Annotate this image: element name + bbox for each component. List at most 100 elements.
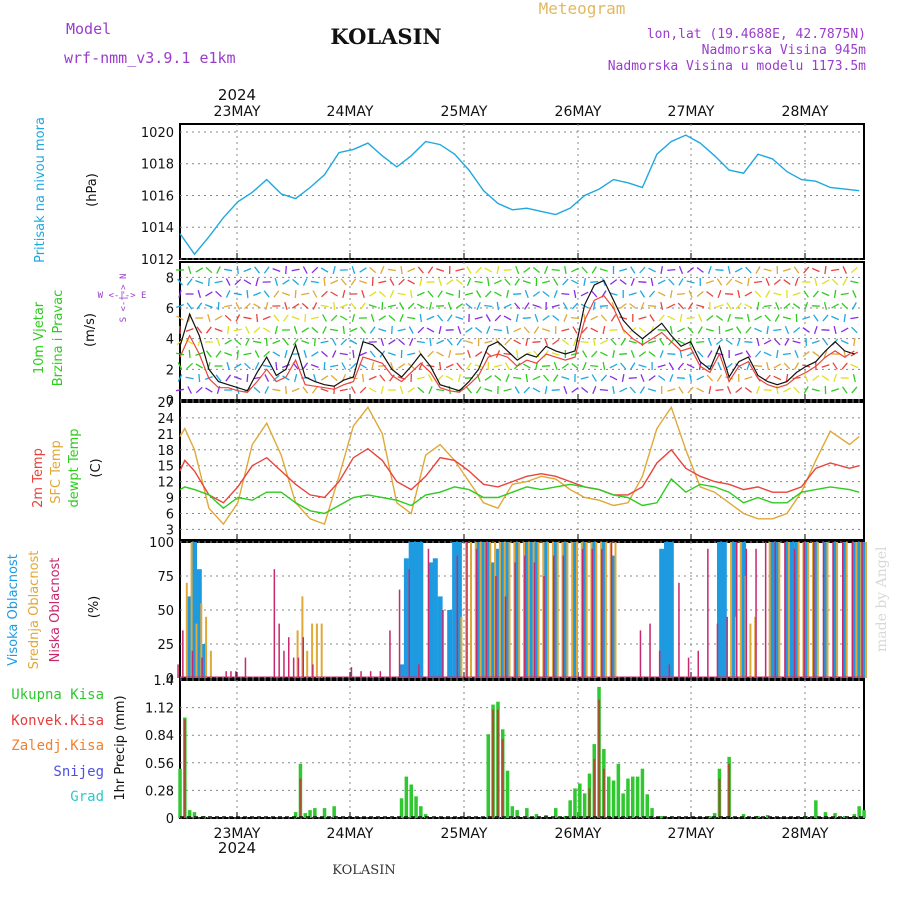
wind-arrow	[436, 351, 444, 357]
wind-arrow	[207, 314, 211, 322]
cloud-bar	[292, 657, 295, 678]
wind-arrow	[397, 292, 406, 296]
wind-arrow	[407, 316, 416, 320]
wind-arrow	[178, 290, 182, 298]
wind-arrow	[427, 374, 433, 382]
cloud-bar	[803, 542, 805, 678]
wind-arrow	[465, 327, 473, 333]
wind-arrow	[252, 340, 262, 344]
cloud-bar	[770, 542, 775, 678]
wind-arrow	[475, 351, 483, 357]
cloud-bar	[399, 664, 405, 678]
year-bottom: 2024	[218, 839, 256, 857]
wind-arrow	[179, 325, 181, 335]
x-day-label-top: 23MAY	[214, 104, 261, 120]
y-tick-label: 0	[166, 394, 174, 409]
wind-arrow	[195, 363, 204, 369]
cloud-bar	[774, 542, 776, 678]
wind-arrow	[754, 315, 762, 321]
wind-arrow	[321, 350, 328, 358]
cloud-bar	[447, 610, 453, 678]
cloud-bar	[551, 542, 554, 678]
wind-arrow	[592, 386, 597, 394]
x-day-label-bottom: 23MAY	[214, 826, 261, 842]
wind-arrow	[244, 362, 251, 370]
wind-arrow	[563, 385, 568, 395]
cloud-bar	[442, 610, 444, 678]
wind-arrow	[215, 350, 222, 358]
plot-panels: 1012101410161018102002468369121518212427…	[141, 104, 867, 842]
precip-bar	[554, 808, 558, 818]
wind-arrow	[619, 303, 627, 309]
cloud-bar	[320, 623, 323, 678]
cloud-bar	[452, 542, 458, 678]
wind-arrow	[484, 375, 492, 381]
wind-arrow	[196, 302, 203, 310]
wind-arrow	[284, 302, 288, 310]
wind-arrow	[351, 266, 356, 274]
wind-arrow	[648, 305, 657, 307]
wind-arrow	[243, 316, 252, 320]
wind-arrow	[514, 278, 520, 286]
wind-arrow	[802, 316, 811, 320]
wind-arrow	[380, 385, 384, 395]
wind-arrow	[275, 361, 278, 371]
cloud-bar	[408, 569, 410, 678]
wind-arrow	[177, 278, 183, 286]
cloud-bar	[389, 630, 391, 678]
precip-bar	[486, 734, 490, 818]
wind-arrow	[648, 388, 657, 392]
model-name: wrf-nmm_v3.9.1 e1km	[64, 49, 236, 67]
wind-arrow	[677, 327, 685, 333]
wind-arrow	[571, 362, 579, 370]
precip-bar	[183, 719, 186, 818]
wind-arrow	[697, 350, 704, 358]
wind-arrow	[496, 301, 500, 311]
cloud-bar	[543, 542, 549, 678]
cloud-bar	[490, 562, 496, 678]
wind-label-2: Brzina i Pravac	[51, 290, 66, 387]
precip-bar	[399, 798, 404, 818]
precip-bar	[852, 814, 857, 818]
cloud-bar	[301, 596, 304, 678]
wind-arrow	[397, 363, 406, 369]
cloud-bar	[789, 542, 795, 678]
wind-arrow	[599, 305, 608, 307]
wind-arrow	[185, 327, 194, 333]
wind-arrow	[572, 338, 578, 346]
wind-arrow	[600, 374, 608, 382]
wind-arrow	[523, 326, 530, 334]
cloud-bar	[225, 671, 227, 678]
cloud-bar	[408, 542, 414, 678]
wind-speed-line	[179, 279, 855, 392]
wind-arrow	[735, 302, 742, 310]
wind-arrow	[619, 268, 628, 272]
precip-bar	[862, 810, 866, 818]
wind-arrow	[474, 316, 483, 320]
wind-arrow	[446, 279, 454, 285]
cloud-bar	[734, 616, 737, 678]
wind-arrow	[351, 313, 356, 323]
wind-arrow	[628, 292, 637, 296]
cloud-bar	[500, 542, 506, 678]
wind-arrow	[399, 314, 404, 322]
wind-arrow	[320, 387, 329, 393]
wind-arrow	[253, 291, 262, 297]
elevation-label: Nadmorska Visina 945m	[702, 43, 867, 58]
wind-arrow	[504, 338, 511, 346]
wind-arrow	[590, 364, 599, 368]
wind-arrow	[487, 277, 490, 287]
wind-arrow	[387, 352, 396, 356]
cloud-bar	[601, 542, 607, 678]
wind-arrow	[311, 326, 319, 334]
wind-label-1: 10m Vjetar	[32, 301, 47, 374]
wind-arrow	[313, 337, 316, 347]
wind-arrow	[233, 375, 242, 381]
wind-arrow	[177, 362, 183, 370]
precip-bar	[299, 778, 302, 818]
wind-arrow	[303, 350, 308, 358]
wind-arrow	[320, 304, 329, 308]
pressure-line	[179, 134, 860, 256]
wind-arrow	[591, 350, 598, 358]
precip-bar	[414, 796, 418, 818]
